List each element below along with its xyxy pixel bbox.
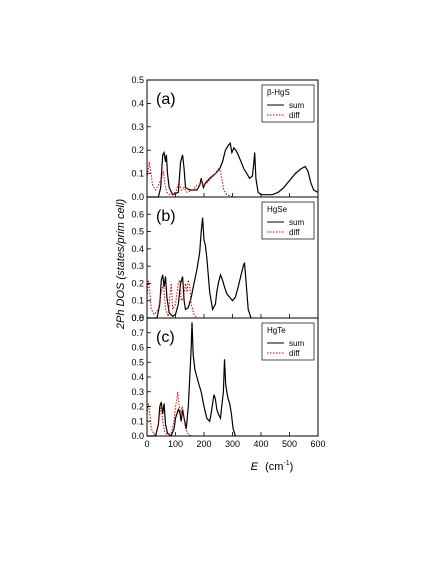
y-tick-label: 0.1 xyxy=(131,416,144,426)
y-tick-label: 0.0 xyxy=(131,192,144,202)
x-tick-label: 200 xyxy=(196,439,211,449)
legend-label-sum: sum xyxy=(289,339,304,348)
x-tick-label: 600 xyxy=(310,439,325,449)
x-tick-label: 100 xyxy=(168,439,183,449)
y-tick-label: 0.7 xyxy=(131,328,144,338)
legend-label-sum: sum xyxy=(289,218,304,227)
y-tick-label: 0.2 xyxy=(131,278,144,288)
legend-box xyxy=(261,201,315,240)
y-tick-label: 0.3 xyxy=(131,387,144,397)
y-tick-label: 0.2 xyxy=(131,402,144,412)
legend-label-diff: diff xyxy=(289,228,300,237)
y-tick-label: 0.4 xyxy=(131,98,144,108)
legend-title: HgSe xyxy=(267,205,288,214)
y-tick-label: 0.5 xyxy=(131,357,144,367)
x-axis-label-unit: (cm xyxy=(265,461,283,473)
y-tick-label: 0.4 xyxy=(131,244,144,254)
x-axis-label-exp: -1 xyxy=(283,460,289,467)
legend-title: HgTe xyxy=(267,326,286,335)
x-axis-label-close: ) xyxy=(290,461,294,473)
panel-label: (b) xyxy=(156,208,176,225)
series-line-sum xyxy=(147,141,319,198)
y-tick-label: 0.4 xyxy=(131,372,144,382)
y-tick-label: 0.2 xyxy=(131,145,144,155)
y-tick-label: 0.6 xyxy=(131,209,144,219)
x-axis-label: E (cm-1) xyxy=(251,460,294,473)
legend-box xyxy=(261,84,315,123)
legend-title: β-HgS xyxy=(267,88,290,97)
y-tick-label: 0.1 xyxy=(131,296,144,306)
x-tick-label: 400 xyxy=(253,439,268,449)
legend-label-sum: sum xyxy=(289,101,304,110)
legend-label-diff: diff xyxy=(289,111,300,120)
legend-box xyxy=(261,322,315,361)
y-tick-label: 0.5 xyxy=(131,227,144,237)
y-tick-label: 0.1 xyxy=(131,169,144,179)
panel-label: (c) xyxy=(156,329,175,346)
x-tick-label: 300 xyxy=(225,439,240,449)
panels: 0.00.10.20.30.40.5(a) β-HgSsumdiff0.00.10… xyxy=(131,75,325,449)
y-tick-label: 0.3 xyxy=(131,122,144,132)
y-tick-label: 0.5 xyxy=(131,75,144,85)
x-tick-label: 0 xyxy=(144,439,149,449)
y-axis-label: 2Ph DOS (states/prim cell) xyxy=(115,199,127,331)
series-line-diff xyxy=(146,279,198,319)
legend-label-diff: diff xyxy=(289,349,300,358)
chart-panel: 0.0 0.1 0.2 0.3 0.4 0.5 0.6 0.7 0.8 0 100 200 300 400… xyxy=(131,313,325,449)
series-line-diff xyxy=(146,391,192,437)
series-line-sum xyxy=(147,322,236,437)
y-tick-label: 0.0 xyxy=(131,313,144,323)
y-tick-label: 0.6 xyxy=(131,343,144,353)
series-line-diff xyxy=(146,161,233,198)
y-tick-label: 0.3 xyxy=(131,261,144,271)
y-tick-label: 0.0 xyxy=(131,431,144,441)
x-tick-label: 500 xyxy=(282,439,297,449)
x-axis-label-main: E xyxy=(251,461,259,473)
y-tick-label: 0.8 xyxy=(131,313,144,323)
panel-label: (a) xyxy=(156,91,176,108)
series-line-sum xyxy=(147,217,252,319)
